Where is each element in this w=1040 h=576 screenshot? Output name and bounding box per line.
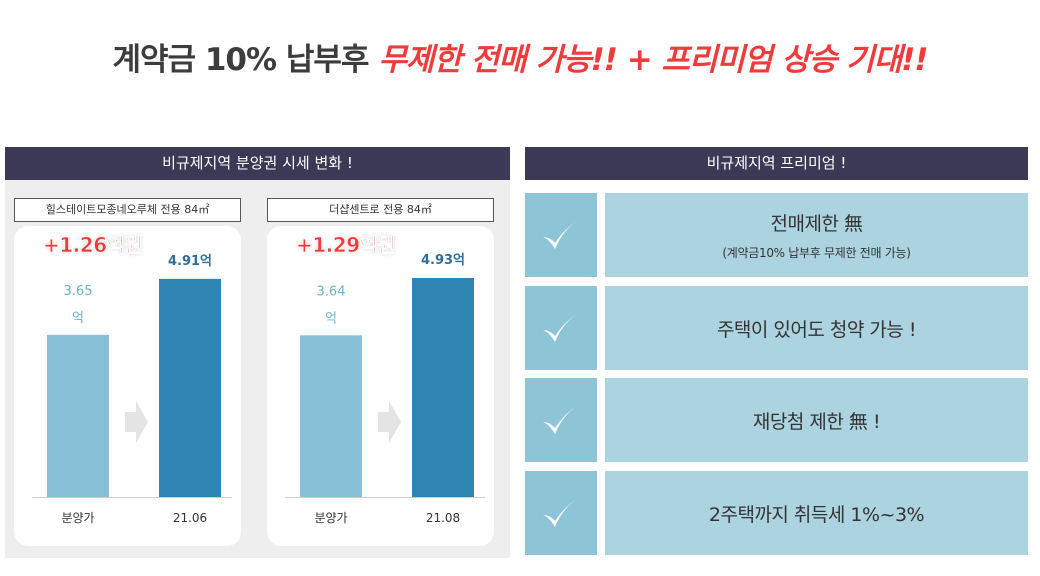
checkmark-icon	[525, 471, 597, 555]
checkmark-icon	[525, 193, 597, 277]
premium-row-3-text: 재당첨 제한 無 !	[605, 378, 1028, 462]
chart-2-data-label-2: 4.93억	[421, 253, 465, 268]
chart-1-data-label-2: 4.91억	[168, 254, 212, 269]
chart-1-gain-annotation: +1.26억원	[43, 233, 144, 258]
premium-row-2: 주택이 있어도 청약 가능 !	[525, 286, 1028, 370]
chart-2-bar-1	[300, 335, 362, 497]
premium-row-4-text: 2주택까지 취득세 1%~3%	[605, 471, 1028, 555]
chart-1-tick-label-1: 분양가	[61, 511, 94, 525]
premium-panel: 비규제지역 프리미엄 ! 전매제한 無 (계약금10% 납부후 무제한 전매 가…	[525, 147, 1028, 558]
premium-row-2-main: 주택이 있어도 청약 가능 !	[716, 318, 917, 341]
chart-2-tick-label-1: 분양가	[314, 511, 347, 525]
chart-1-data-label-1: 3.65	[64, 284, 93, 299]
chart-2-data-label-1: 3.64	[317, 284, 346, 299]
checkmark-icon	[525, 378, 597, 462]
premium-row-1-sub: (계약금10% 납부후 무제한 전매 가능)	[722, 246, 911, 260]
chart-2-tick-label-2: 21.08	[426, 511, 460, 525]
arrow-right-icon	[125, 401, 148, 443]
headline-accent: 무제한 전매 가능!! + 프리미엄 상승 기대!!	[378, 42, 928, 78]
price-change-panel-title: 비규제지역 분양권 시세 변화 !	[5, 147, 510, 180]
chart-1-bar-2	[159, 278, 221, 497]
premium-row-3-main: 재당첨 제한 無 !	[752, 410, 881, 433]
chart-2-data-label-1: 억	[325, 311, 337, 326]
chart-1-tick-label-2: 21.06	[173, 511, 207, 525]
premium-row-4-main: 2주택까지 취득세 1%~3%	[708, 503, 925, 526]
premium-row-1: 전매제한 無 (계약금10% 납부후 무제한 전매 가능)	[525, 193, 1028, 277]
chart-2-title: 더샵센트로 전용 84㎡	[267, 198, 494, 222]
premium-row-3: 재당첨 제한 無 !	[525, 378, 1028, 462]
chart-1-bar-1	[47, 334, 109, 497]
arrow-right-icon	[378, 401, 401, 443]
chart-1-data-label-1: 억	[72, 311, 84, 326]
headline-plain: 계약금 10% 납부후	[112, 42, 370, 78]
chart-2-bar-2	[412, 277, 474, 497]
premium-row-1-text: 전매제한 無 (계약금10% 납부후 무제한 전매 가능)	[605, 193, 1028, 277]
premium-panel-title: 비규제지역 프리미엄 !	[525, 147, 1028, 180]
price-change-panel: 비규제지역 분양권 시세 변화 ! 힐스테이트모종네오루체 전용 84㎡ 더샵센…	[5, 147, 510, 558]
premium-row-1-main: 전매제한 無	[770, 213, 863, 235]
checkmark-icon	[525, 286, 597, 370]
headline: 계약금 10% 납부후 무제한 전매 가능!! + 프리미엄 상승 기대!!	[0, 34, 1040, 79]
chart-2-gain-annotation: +1.29억원	[296, 233, 397, 258]
premium-row-2-text: 주택이 있어도 청약 가능 !	[605, 286, 1028, 370]
chart-1-title: 힐스테이트모종네오루체 전용 84㎡	[14, 198, 241, 222]
premium-row-4: 2주택까지 취득세 1%~3%	[525, 471, 1028, 555]
